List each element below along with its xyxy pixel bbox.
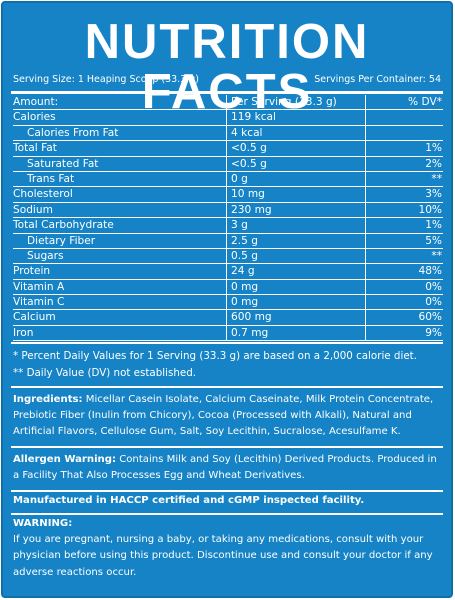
nutrient-amount: 3 g: [231, 219, 248, 232]
nutrient-name: Iron: [13, 326, 34, 339]
nutrient-rows: Calories 119 kcal Calories From Fat 4 kcal T…: [13, 110, 443, 342]
nutrient-dv: 2%: [425, 157, 442, 170]
nutrient-name: Total Fat: [13, 142, 57, 155]
nutrient-amount: 600 mg: [231, 311, 272, 324]
footnote-divider: [11, 386, 443, 388]
servings-per-container: Servings Per Container: 54: [314, 74, 441, 85]
nutrient-row: Saturated Fat <0.5 g 2%: [13, 157, 443, 172]
serving-info-row: Serving Size: 1 Heaping Scoop (33.3 g) S…: [13, 73, 441, 87]
nutrient-dv: 1%: [425, 219, 442, 232]
nutrient-amount: 10 mg: [231, 188, 265, 201]
table-header-row: Amount: Per Serving (33.3 g) % DV*: [13, 95, 443, 111]
ingredients-label: Ingredients:: [13, 394, 83, 405]
nutrient-name: Sugars: [27, 249, 64, 262]
nutrient-name: Dietary Fiber: [27, 234, 96, 247]
nutrient-dv: **: [431, 172, 442, 185]
nutrient-amount: 4 kcal: [231, 126, 263, 139]
nutrient-name: Total Carbohydrate: [13, 219, 114, 232]
nutrient-amount: 0 mg: [231, 280, 259, 293]
ingredients-divider: [11, 446, 443, 448]
footnote-not-established: ** Daily Value (DV) not established.: [13, 367, 197, 379]
table-bottom-divider: [11, 342, 443, 344]
warning-block: WARNING: If you are pregnant, nursing a …: [13, 516, 445, 581]
allergen-block: Allergen Warning: Contains Milk and Soy …: [13, 452, 445, 484]
nutrient-amount: 119 kcal: [231, 111, 276, 124]
header-amount: Amount:: [13, 96, 59, 108]
nutrient-name: Protein: [13, 265, 51, 278]
nutrient-dv: 0%: [425, 296, 442, 309]
nutrient-dv: 60%: [418, 311, 442, 324]
nutrient-row: Sodium 230 mg 10%: [13, 203, 443, 219]
allergen-divider: [11, 490, 443, 492]
nutrient-row: Protein 24 g 48%: [13, 264, 443, 280]
warning-text: If you are pregnant, nursing a baby, or …: [13, 534, 433, 578]
nutrient-row: Total Carbohydrate 3 g 1%: [13, 218, 443, 234]
nutrient-amount: 2.5 g: [231, 234, 258, 247]
ingredients-text: Micellar Casein Isolate, Calcium Caseina…: [13, 394, 434, 438]
nutrient-table: Amount: Per Serving (33.3 g) % DV* Calor…: [13, 95, 443, 342]
nutrient-row: Dietary Fiber 2.5 g 5%: [13, 234, 443, 249]
nutrient-row: Calcium 600 mg 60%: [13, 310, 443, 326]
footnote-dv: * Percent Daily Values for 1 Serving (33…: [13, 350, 417, 362]
nutrient-dv: 3%: [425, 188, 442, 201]
nutrient-dv: 10%: [418, 203, 442, 216]
nutrient-dv: 5%: [425, 234, 442, 247]
nutrient-name: Calcium: [13, 311, 56, 324]
nutrient-row: Iron 0.7 mg 9%: [13, 326, 443, 342]
nutrient-row: Trans Fat 0 g **: [13, 172, 443, 188]
nutrient-dv: 1%: [425, 142, 442, 155]
manufactured-statement: Manufactured in HACCP certified and cGMP…: [13, 495, 365, 506]
nutrient-name: Cholesterol: [13, 188, 73, 201]
nutrient-row: Calories 119 kcal: [13, 110, 443, 126]
nutrient-row: Cholesterol 10 mg 3%: [13, 187, 443, 203]
nutrient-row: Calories From Fat 4 kcal: [13, 126, 443, 142]
nutrient-amount: 0.5 g: [231, 249, 258, 262]
nutrient-amount: 0.7 mg: [231, 326, 269, 339]
nutrient-row: Sugars 0.5 g **: [13, 249, 443, 265]
nutrient-row: Total Fat <0.5 g 1%: [13, 141, 443, 157]
warning-label: WARNING:: [13, 518, 73, 529]
nutrient-dv: 9%: [425, 326, 442, 339]
nutrient-name: Trans Fat: [27, 172, 75, 185]
manufactured-divider: [11, 513, 443, 515]
nutrient-amount: 230 mg: [231, 203, 272, 216]
header-per-serving: Per Serving (33.3 g): [231, 96, 337, 108]
nutrient-name: Calories From Fat: [27, 126, 119, 139]
nutrient-name: Sodium: [13, 203, 53, 216]
nutrient-name: Vitamin C: [13, 296, 65, 309]
header-daily-value: % DV*: [408, 96, 442, 108]
nutrient-row: Vitamin A 0 mg 0%: [13, 280, 443, 296]
nutrient-name: Vitamin A: [13, 280, 65, 293]
nutrient-dv: 0%: [425, 280, 442, 293]
nutrient-name: Calories: [13, 111, 56, 124]
nutrient-amount: 0 g: [231, 172, 248, 185]
serving-size: Serving Size: 1 Heaping Scoop (33.3 g): [13, 74, 199, 85]
allergen-text: Contains Milk and Soy (Lecithin) Derived…: [13, 454, 437, 482]
top-thick-divider: [11, 91, 443, 94]
nutrient-amount: <0.5 g: [231, 142, 267, 155]
nutrient-dv: 48%: [418, 265, 442, 278]
nutrient-dv: **: [431, 249, 442, 262]
nutrient-name: Saturated Fat: [27, 157, 99, 170]
nutrient-amount: <0.5 g: [231, 157, 267, 170]
nutrient-amount: 0 mg: [231, 296, 259, 309]
nutrient-row: Vitamin C 0 mg 0%: [13, 295, 443, 311]
nutrient-amount: 24 g: [231, 265, 255, 278]
ingredients-block: Ingredients: Micellar Casein Isolate, Ca…: [13, 392, 445, 441]
allergen-label: Allergen Warning:: [13, 454, 116, 465]
